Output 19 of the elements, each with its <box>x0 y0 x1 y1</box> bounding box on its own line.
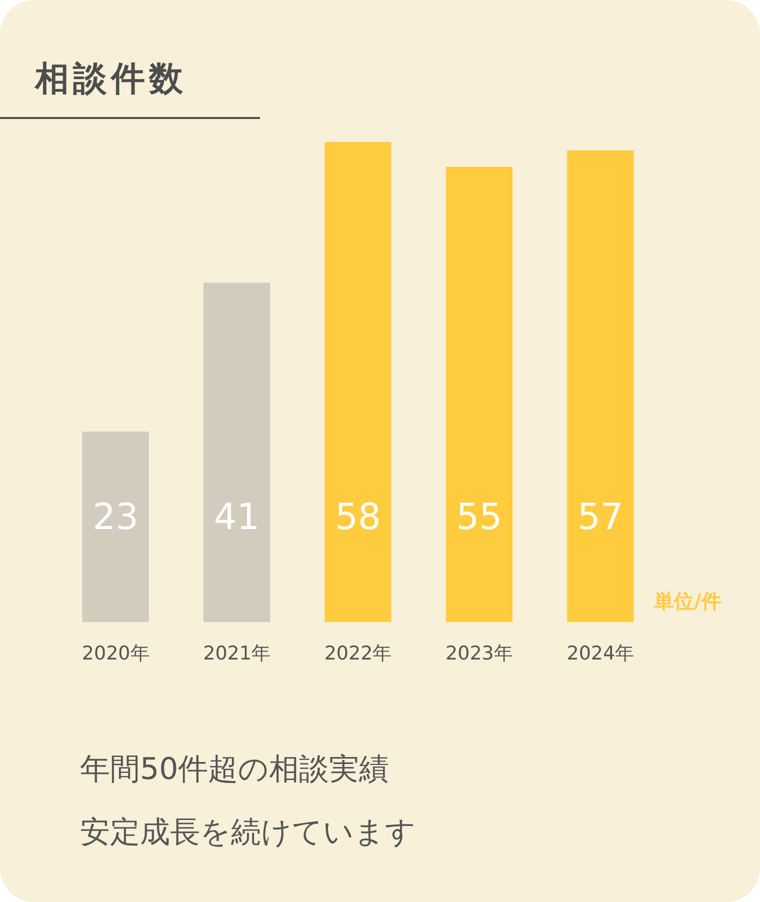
chart-title: 相談件数 <box>35 58 187 101</box>
bar <box>82 432 149 622</box>
x-tick-label: 2022年 <box>324 642 392 664</box>
data-label: 58 <box>335 497 381 538</box>
x-tick-label: 2024年 <box>566 642 634 664</box>
text: 安定成長を続けています <box>80 814 416 852</box>
x-tick-label: 2020年 <box>82 642 150 664</box>
bar <box>446 166 513 622</box>
data-label: 41 <box>214 497 260 538</box>
annotation: 単位/件 <box>654 588 722 615</box>
bar <box>203 282 270 622</box>
data-label: 55 <box>456 497 502 538</box>
x-tick-label: 2023年 <box>446 642 513 664</box>
data-label: 23 <box>92 497 138 538</box>
bar <box>567 150 634 622</box>
data-label: 57 <box>578 497 624 538</box>
text: 年間50件超の相談実績 <box>80 751 390 789</box>
bar <box>324 142 392 622</box>
x-tick-label: 2021年 <box>203 642 270 664</box>
